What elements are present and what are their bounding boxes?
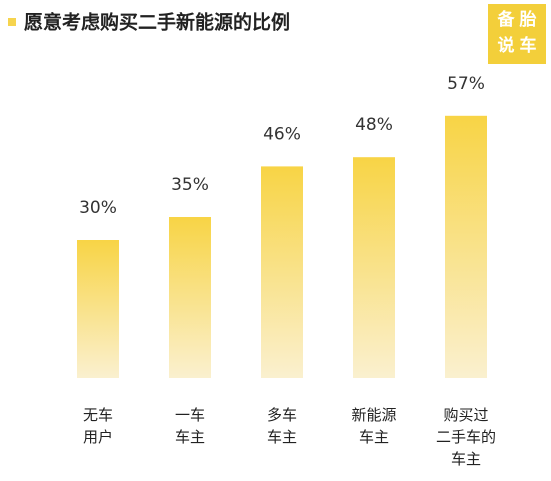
bar xyxy=(353,157,395,378)
x-tick-label: 一车车主 xyxy=(175,406,205,446)
bar xyxy=(77,240,119,378)
x-tick-label: 无车用户 xyxy=(83,406,113,446)
title-bullet xyxy=(8,18,16,26)
bar xyxy=(261,166,303,378)
x-tick-label: 多车车主 xyxy=(267,406,297,446)
x-tick-label: 购买过二手车的车主 xyxy=(436,406,496,468)
value-label: 30% xyxy=(79,198,117,218)
bar xyxy=(169,217,211,378)
logo-box xyxy=(488,4,546,64)
value-label: 46% xyxy=(263,124,301,144)
chart-title: 愿意考虑购买二手新能源的比例 xyxy=(24,11,290,34)
bar xyxy=(445,115,487,379)
value-label: 57% xyxy=(447,74,485,94)
logo: 备胎说车 xyxy=(497,9,537,56)
value-label: 35% xyxy=(171,175,209,195)
value-label: 48% xyxy=(355,115,393,135)
x-tick-label: 新能源车主 xyxy=(351,406,396,446)
